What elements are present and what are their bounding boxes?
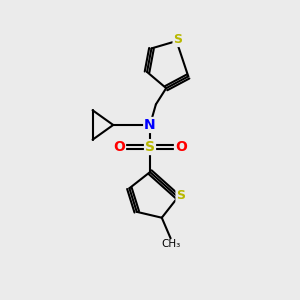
Text: N: N — [144, 118, 156, 132]
Text: CH₃: CH₃ — [161, 238, 180, 249]
Text: O: O — [175, 140, 187, 154]
Text: S: S — [145, 140, 155, 154]
Text: S: S — [173, 33, 182, 46]
Text: O: O — [113, 140, 125, 154]
Text: S: S — [176, 189, 185, 202]
